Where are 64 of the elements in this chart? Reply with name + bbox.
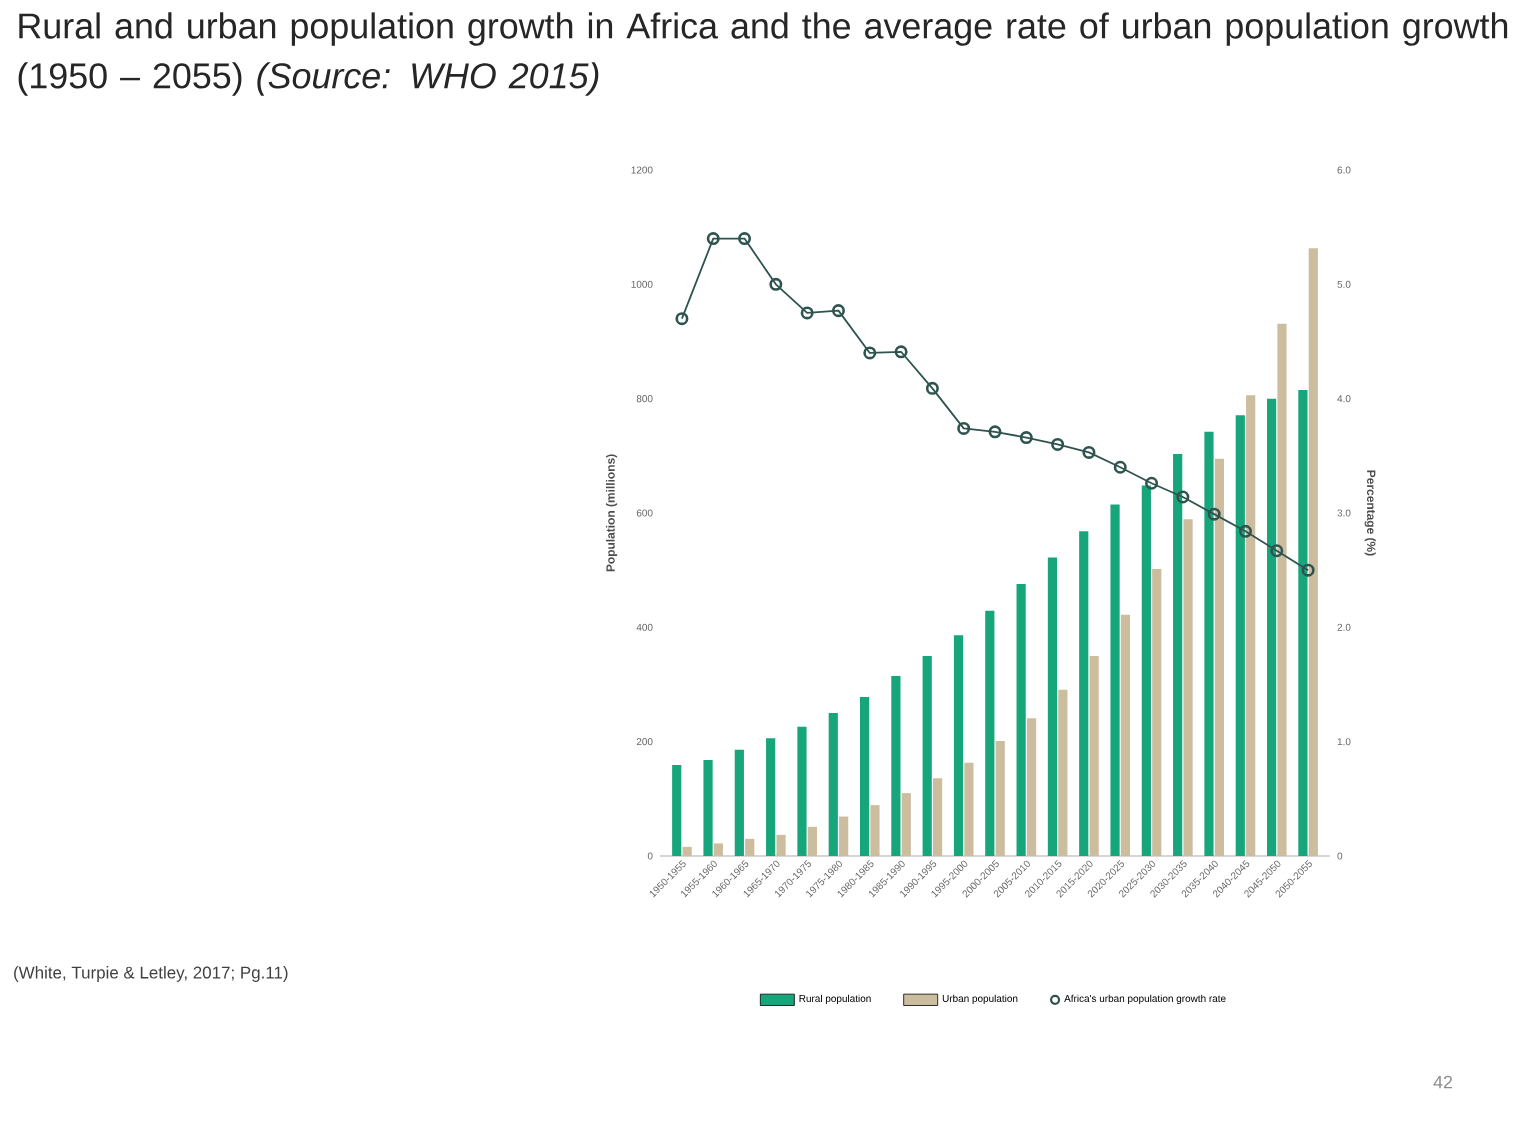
bar [859,697,870,856]
point [831,304,845,318]
point [1082,445,1096,459]
bar [1173,454,1183,856]
bar [745,838,755,856]
bar [1120,614,1131,856]
bar [1058,689,1068,856]
bar [839,816,849,856]
bar [901,793,911,856]
bar [1204,431,1214,856]
bar [734,749,744,856]
bar [682,846,692,856]
bar [1235,415,1245,856]
bar [1246,395,1256,856]
bar [1141,485,1151,856]
bar [1016,583,1026,856]
bar [953,635,964,856]
bar [672,765,682,856]
bar [1266,398,1277,856]
point [769,277,783,291]
bar [891,675,901,856]
bar [1152,569,1162,856]
point [1176,490,1190,504]
bar [807,826,817,856]
bar [797,726,807,856]
point [863,346,877,360]
point [1145,476,1159,490]
bar [1110,504,1120,856]
point [988,425,1002,439]
point [1051,437,1065,451]
bar [1277,323,1287,856]
bar [828,713,838,856]
point [738,232,752,246]
point [894,345,908,359]
text: (White, Turpie & Letley, 2017; Pg.11) [14,966,288,982]
bar [995,741,1005,856]
bar [922,655,932,856]
point [800,306,814,320]
bar [1089,655,1099,856]
bar [1214,458,1224,856]
bar [776,834,786,856]
bar [1026,718,1037,856]
bar [1298,390,1308,856]
bar [964,762,974,856]
bar [766,738,776,856]
point [957,421,971,435]
bar [932,778,943,856]
text: 42 [1433,1075,1453,1089]
point [1113,460,1127,474]
bar [1079,531,1089,856]
point [1238,524,1252,538]
chart-title: Rural and urban population growth in Africa and the average rate of urban population growth (1950 – 2055) (Source: WHO 2015) [18,12,1508,96]
bar [703,759,713,856]
point [1270,544,1284,558]
bar [1308,248,1318,856]
point [925,381,939,395]
bar [1047,557,1058,856]
point [706,232,720,246]
bar [713,843,724,856]
bar [1183,519,1193,856]
bar [985,610,995,856]
point [1019,431,1033,445]
bar [870,805,880,856]
point [1207,507,1221,521]
